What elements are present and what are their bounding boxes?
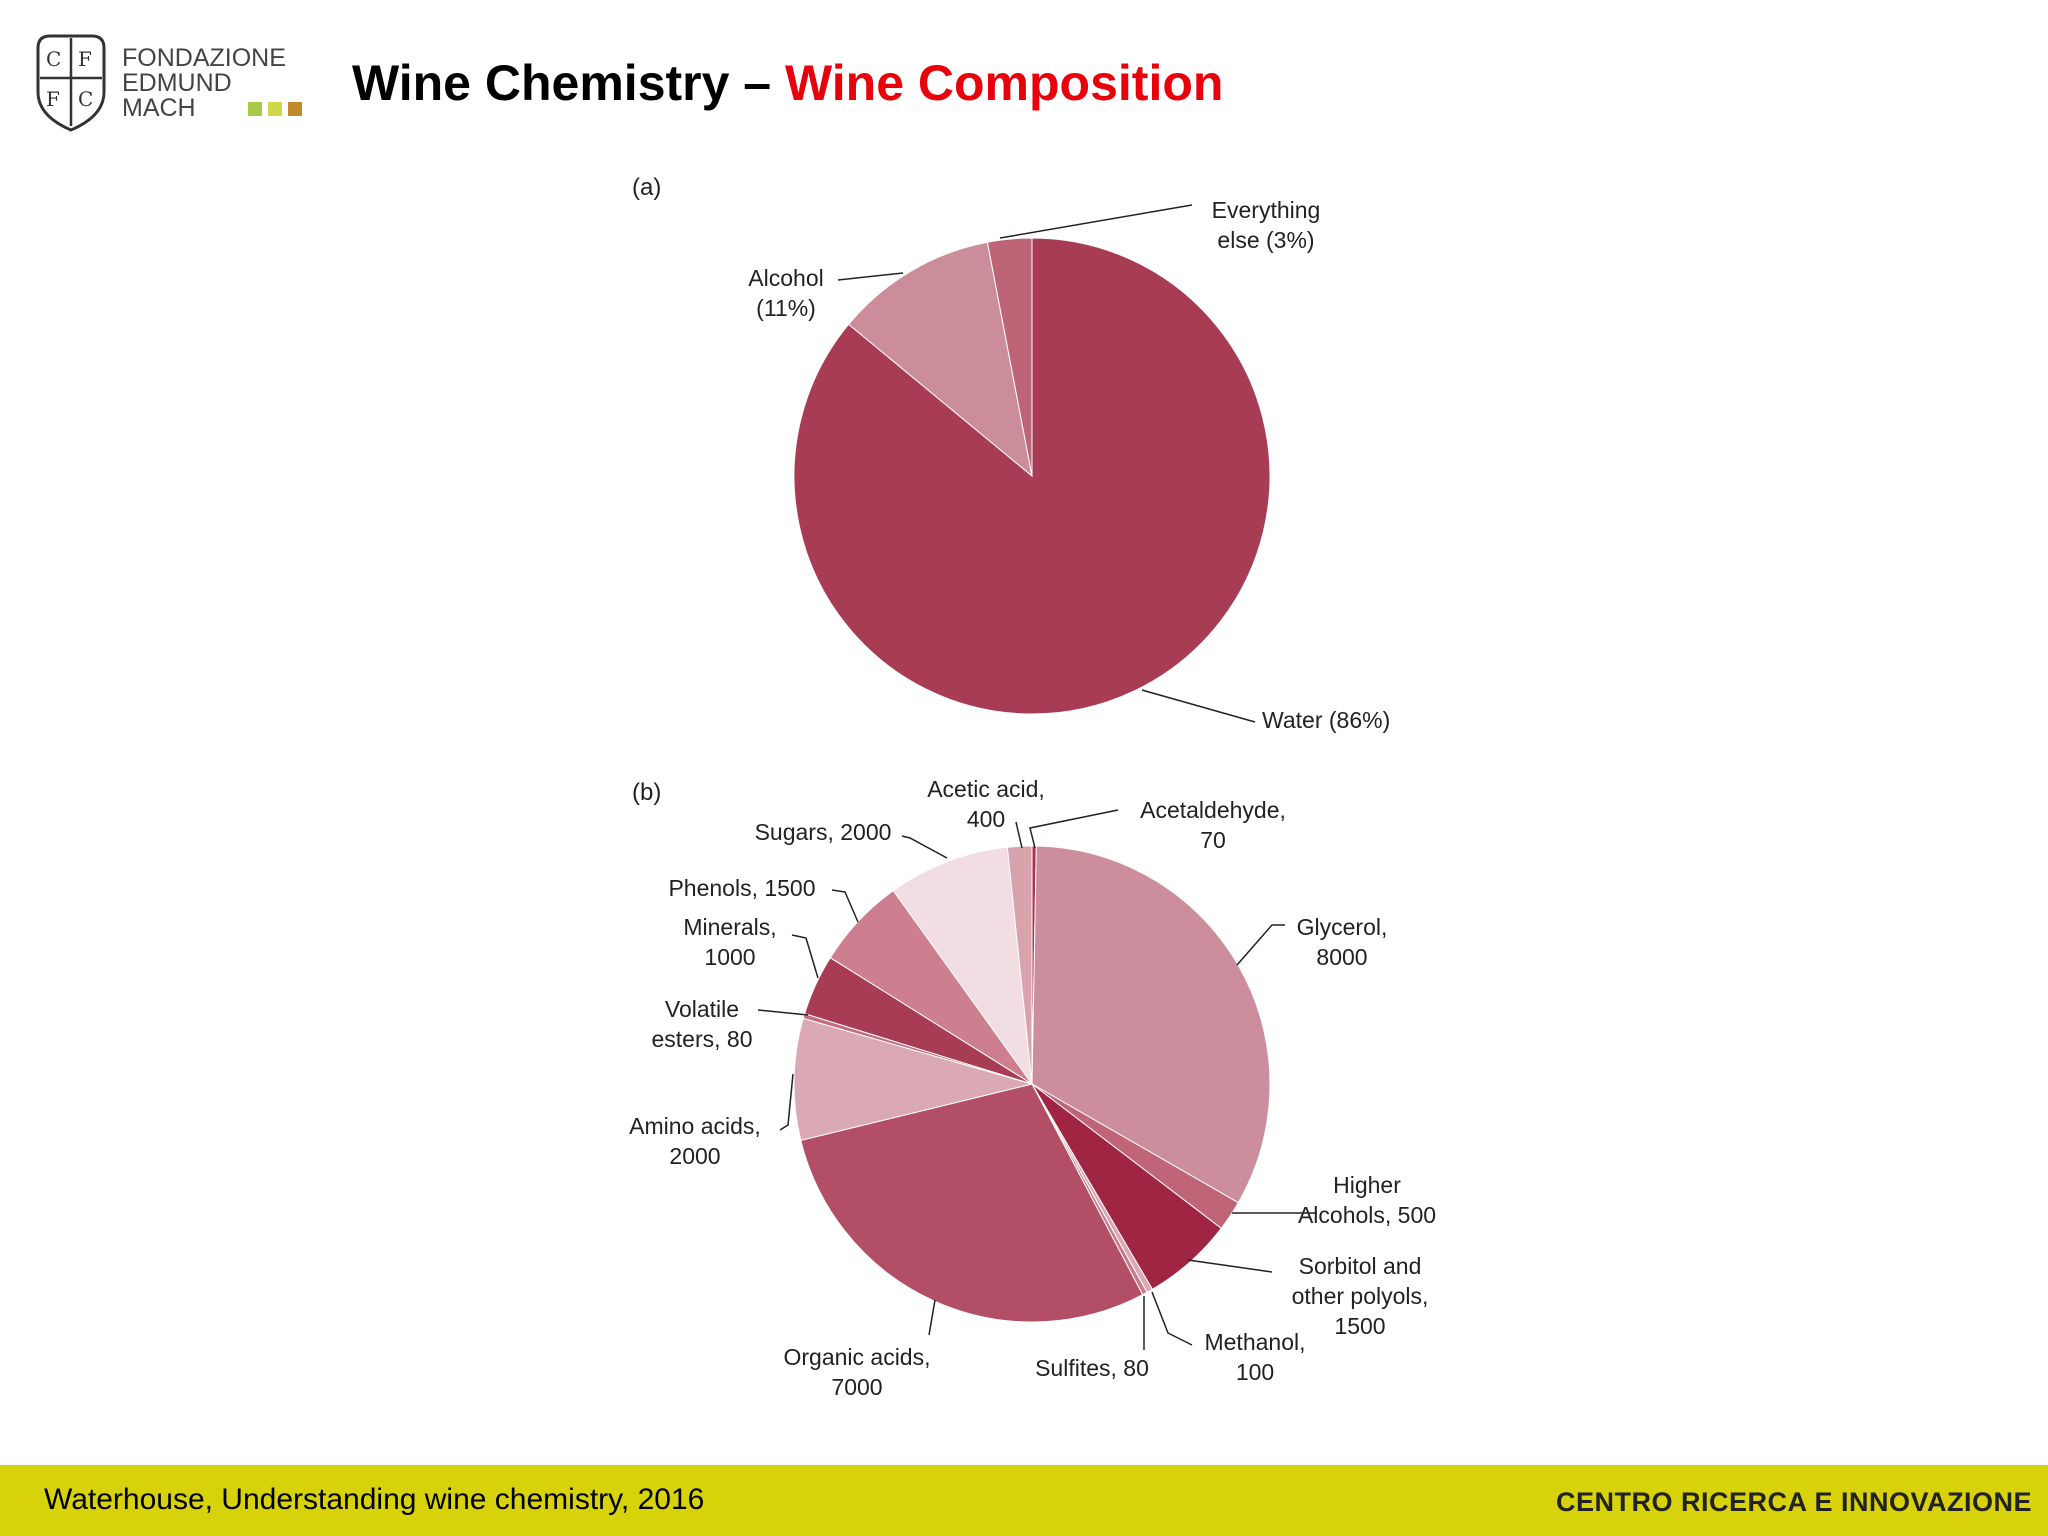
label-methanol: Methanol, 100 — [1204, 1329, 1305, 1385]
label-phenols: Phenols, 1500 — [668, 875, 815, 901]
logo-line-1: FONDAZIONE — [122, 44, 286, 72]
title-accent: Wine Composition — [785, 55, 1224, 111]
footer-bar: Waterhouse, Understanding wine chemistry… — [0, 1465, 2048, 1536]
svg-text:F: F — [46, 87, 60, 111]
label-alcohol: Alcohol (11%) — [748, 265, 823, 321]
page-title: Wine Chemistry – Wine Composition — [352, 54, 1223, 112]
pie-a-labels: Water (86%) Alcohol (11%) Everything else (3… — [748, 197, 1390, 733]
label-everything-else: Everything else (3%) — [1212, 197, 1321, 253]
logo-line-2: EDMUND — [122, 69, 232, 97]
leader-amino-acids — [779, 1073, 794, 1131]
pie-chart-b — [793, 845, 1271, 1323]
label-sulfites: Sulfites, 80 — [1035, 1355, 1149, 1381]
label-acetic-acid: Acetic acid, 400 — [927, 776, 1045, 832]
label-organic-acids: Organic acids, 7000 — [783, 1344, 930, 1400]
slice-acetic-acid — [1006, 845, 1033, 1085]
label-water: Water (86%) — [1262, 707, 1390, 733]
fondazione-mach-logo: C F F C FONDAZIONE EDMUND MACH — [36, 34, 302, 132]
logo-square-1 — [248, 102, 262, 116]
leader-acetic-acid — [1015, 821, 1023, 849]
panel-a-label: (a) — [632, 174, 661, 201]
svg-text:C: C — [78, 87, 93, 111]
slice-everything-else — [986, 237, 1033, 477]
footer-brand: CENTRO RICERCA E INNOVAZIONE — [1555, 1487, 2032, 1517]
label-amino-acids: Amino acids, 2000 — [629, 1113, 761, 1169]
label-sorbitol-and-other-polyols: Sorbitol and other polyols, 1500 — [1292, 1253, 1429, 1339]
logo-square-2 — [268, 102, 282, 116]
label-volatile-esters: Volatile esters, 80 — [652, 996, 753, 1052]
label-sugars: Sugars, 2000 — [755, 819, 892, 845]
pie-chart-a — [793, 237, 1271, 715]
svg-text:C: C — [46, 47, 61, 71]
slice-alcohol — [847, 241, 1033, 478]
leader-alcohol — [837, 272, 904, 281]
leader-sugars — [901, 835, 948, 859]
logo-square-3 — [288, 102, 302, 116]
pie-b-labels: Acetaldehyde, 70 Glycerol, 8000 Higher Alcoho… — [629, 776, 1436, 1400]
footer-citation: Waterhouse, Understanding wine chemistry… — [44, 1483, 705, 1516]
label-glycerol: Glycerol, 8000 — [1297, 914, 1388, 970]
leader-everything-else — [999, 204, 1193, 239]
pie-figure: (a) Water (86%) Alcohol (11%) Everything els… — [629, 174, 1436, 1400]
leader-methanol — [1151, 1291, 1193, 1346]
leader-organic-acids — [928, 1299, 936, 1336]
slice-glycerol — [1031, 845, 1271, 1204]
slice-sugars — [892, 846, 1033, 1086]
logo-line-3: MACH — [122, 94, 196, 122]
label-acetaldehyde: Acetaldehyde, 70 — [1140, 797, 1286, 853]
label-minerals: Minerals, 1000 — [683, 914, 776, 970]
leader-water — [1141, 689, 1256, 723]
leader-acetaldehyde — [1029, 809, 1119, 849]
crest-icon: C F F C — [36, 34, 106, 132]
leader-minerals — [791, 934, 819, 979]
title-main: Wine Chemistry – — [352, 55, 786, 111]
panel-b-label: (b) — [632, 779, 661, 806]
leader-sorbitol-and-other-polyols — [1187, 1259, 1273, 1273]
slice-amino-acids — [793, 1017, 1034, 1141]
label-higher-alcohols: Higher Alcohols, 500 — [1298, 1172, 1436, 1228]
leader-volatile-esters — [757, 1009, 809, 1016]
leader-glycerol — [1236, 924, 1285, 966]
leader-phenols — [831, 889, 859, 923]
svg-text:F: F — [78, 47, 92, 71]
